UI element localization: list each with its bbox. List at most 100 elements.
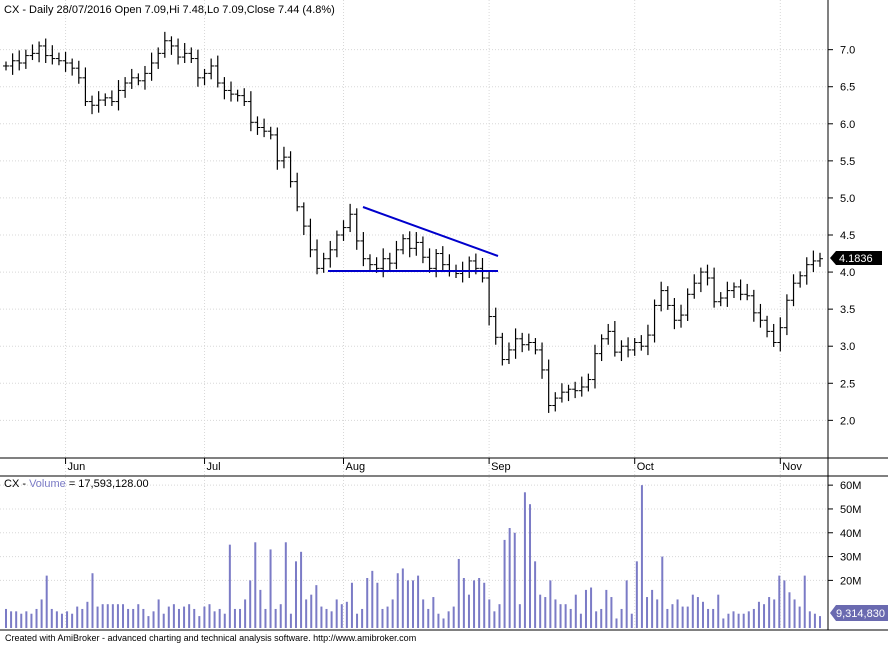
ohlc-bar <box>519 332 526 353</box>
price-tick-label: 4.5 <box>840 230 855 242</box>
ohlc-bar <box>234 89 241 102</box>
ohlc-bar <box>22 49 29 69</box>
ohlc-bar <box>155 47 162 69</box>
ohlc-bar <box>439 246 446 273</box>
volume-bar <box>76 606 79 628</box>
ohlc-bar <box>750 289 757 322</box>
volume-bar <box>244 599 247 628</box>
ohlc-bar <box>406 231 413 258</box>
ohlc-bar <box>572 381 579 399</box>
volume-bar <box>554 599 557 628</box>
volume-bar <box>615 618 618 628</box>
price-tick-label: 2.0 <box>840 415 855 427</box>
ohlc-bar <box>201 68 208 86</box>
volume-bar <box>427 608 430 628</box>
ohlc-bar <box>148 52 155 81</box>
price-tick-label: 6.0 <box>840 119 855 131</box>
volume-bar <box>381 608 384 628</box>
volume-bar <box>162 613 165 628</box>
volume-bar <box>233 608 236 628</box>
ohlc-bar <box>241 88 248 106</box>
volume-bar <box>651 589 654 628</box>
ohlc-bar <box>208 58 215 80</box>
volume-bar <box>335 599 338 628</box>
volume-bar <box>798 606 801 628</box>
volume-bar <box>574 594 577 628</box>
ohlc-bar <box>724 281 731 307</box>
ohlc-bar <box>611 321 618 357</box>
volume-bar <box>172 604 175 628</box>
ohlc-bar <box>360 232 367 267</box>
volume-bar <box>386 606 389 628</box>
volume-bar <box>773 599 776 628</box>
volume-bar <box>457 558 460 628</box>
ohlc-bar <box>717 292 724 307</box>
volume-bar <box>747 611 750 628</box>
ohlc-bar <box>36 41 43 63</box>
ohlc-bar <box>55 52 62 66</box>
volume-bar <box>127 608 130 628</box>
volume-bar <box>340 604 343 628</box>
volume-bar <box>661 556 664 628</box>
ohlc-bar <box>737 279 744 301</box>
ohlc-bar <box>115 80 122 111</box>
volume-bar <box>523 492 526 628</box>
last-volume-label: 9,314,830 <box>830 605 888 621</box>
ohlc-bar <box>347 203 354 233</box>
ohlc-bar <box>353 208 360 250</box>
ohlc-bar <box>49 45 56 65</box>
volume-bar <box>483 582 486 628</box>
price-tick-label: 3.0 <box>840 341 855 353</box>
month-label: Sep <box>491 461 511 473</box>
volume-title: CX - Volume = 17,593,128.00 <box>4 478 149 490</box>
volume-bar <box>584 589 587 628</box>
volume-bar <box>422 599 425 628</box>
volume-bar <box>310 594 313 628</box>
volume-bar <box>396 573 399 628</box>
ohlc-bar <box>274 127 281 170</box>
ohlc-bar <box>287 151 294 188</box>
ohlc-bar <box>280 146 287 169</box>
volume-bar <box>228 544 231 628</box>
volume-bar <box>727 613 730 628</box>
volume-bar <box>768 597 771 628</box>
ohlc-bar <box>598 334 605 362</box>
ohlc-bar <box>499 332 506 366</box>
volume-bar <box>671 604 674 628</box>
price-bars <box>3 31 823 413</box>
volume-bar <box>330 611 333 628</box>
ohlc-bar <box>95 91 102 113</box>
volume-bar <box>757 601 760 628</box>
ohlc-bar <box>128 68 135 89</box>
price-tick-label: 4.0 <box>840 267 855 279</box>
ohlc-bar <box>188 47 195 63</box>
volume-bar <box>152 611 155 628</box>
ohlc-bar <box>803 257 810 285</box>
ohlc-bar <box>664 286 671 310</box>
ohlc-bar <box>393 240 400 270</box>
ohlc-bar <box>532 338 539 355</box>
volume-bar <box>518 604 521 628</box>
volume-bar <box>35 608 38 628</box>
ohlc-bar <box>333 230 340 258</box>
volume-bar <box>656 599 659 628</box>
volume-bar <box>279 604 282 628</box>
volume-bar <box>361 608 364 628</box>
ohlc-bar <box>711 267 718 308</box>
price-tick-label: 5.0 <box>840 193 855 205</box>
ohlc-bar <box>327 240 334 268</box>
volume-bar <box>81 608 84 628</box>
volume-bar <box>625 580 628 628</box>
volume-bar <box>503 539 506 628</box>
ohlc-bar <box>366 254 373 271</box>
volume-bar <box>223 613 226 628</box>
volume-bar <box>325 608 328 628</box>
volume-bar <box>371 570 374 628</box>
triangle-pattern <box>328 206 499 272</box>
ohlc-bar <box>168 36 175 55</box>
volume-bar <box>569 608 572 628</box>
ohlc-bar <box>413 232 420 256</box>
volume-bar <box>707 608 710 628</box>
ohlc-bar <box>790 274 797 307</box>
